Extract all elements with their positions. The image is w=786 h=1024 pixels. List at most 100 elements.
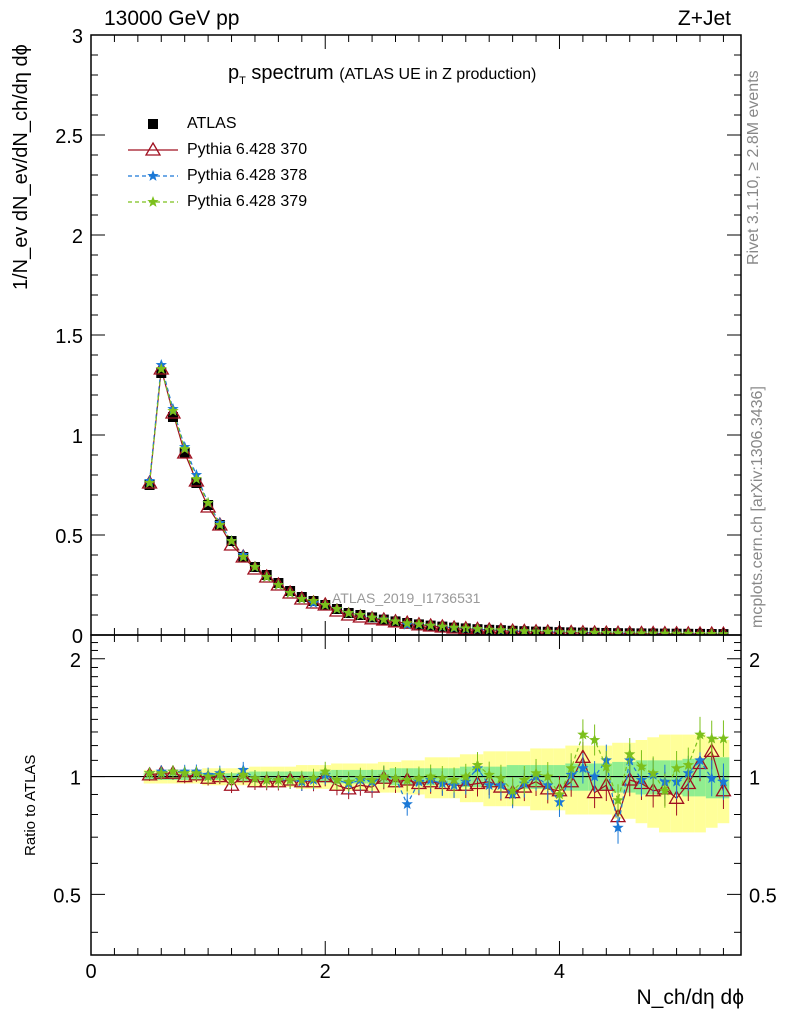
ratio-point-s3 bbox=[448, 774, 460, 785]
main-point-s3 bbox=[448, 621, 460, 633]
ratio-point-s2 bbox=[717, 775, 730, 787]
legend-marker-3 bbox=[147, 196, 159, 207]
main-point-s3 bbox=[249, 561, 261, 572]
ratio-point-s3 bbox=[307, 772, 320, 784]
x-axis-label: N_ch/dη dϕ bbox=[636, 986, 745, 1009]
main-point-s1 bbox=[363, 610, 381, 625]
ratio-point-s3 bbox=[471, 759, 484, 770]
ratio-plot-series bbox=[141, 716, 732, 844]
ratio-point-s1 bbox=[645, 782, 662, 797]
ratio-point-s3 bbox=[202, 770, 214, 782]
main-point-s3 bbox=[436, 620, 449, 632]
ratio-point-s3 bbox=[612, 794, 624, 806]
ratio-point-s3 bbox=[179, 767, 191, 779]
ratio-point-s3 bbox=[542, 770, 554, 782]
ratio-point-s3 bbox=[518, 774, 530, 785]
main-point-s3 bbox=[354, 609, 367, 620]
ratio-point-s3 bbox=[647, 767, 659, 779]
analysis-watermark: ATLAS_2019_I1736531 bbox=[332, 590, 481, 606]
ratio-point-s1 bbox=[668, 790, 685, 804]
ratio-point-s3 bbox=[343, 775, 355, 787]
ratio-point-s3 bbox=[588, 734, 601, 745]
ratio-point-s3 bbox=[553, 788, 566, 800]
ratio-frame bbox=[90, 634, 742, 956]
y-axis-label-ratio: Ratio to ATLAS bbox=[22, 754, 39, 856]
ratio-point-s3 bbox=[600, 760, 612, 772]
ratio-point-s3 bbox=[261, 774, 273, 785]
ratio-point-s3 bbox=[577, 728, 589, 740]
ratio-point-s1 bbox=[598, 776, 615, 791]
legend-entry-370: Pythia 6.428 370 bbox=[125, 137, 307, 163]
ratio-point-s3 bbox=[319, 765, 331, 777]
main-point-s3 bbox=[366, 611, 378, 623]
ratio-point-s3 bbox=[694, 728, 706, 740]
main-point-s1 bbox=[352, 608, 369, 623]
y-axis-label-main: 1/N_ev dN_ev/dN_ch/dη dϕ bbox=[10, 44, 32, 290]
plot-title-rest: spectrum bbox=[245, 62, 334, 84]
ratio-ytick-label-right: 1 bbox=[749, 768, 760, 790]
main-point-s3 bbox=[378, 613, 390, 625]
rivet-info: Rivet 3.1.10, ≥ 2.8M events bbox=[745, 70, 762, 265]
plot-title-main: p bbox=[228, 62, 240, 84]
ratio-point-s3 bbox=[624, 748, 636, 760]
ratio-ytick-label-right: 2 bbox=[749, 650, 760, 672]
ratio-point-s3 bbox=[331, 774, 343, 785]
ratio-point-s3 bbox=[296, 774, 308, 785]
ratio-point-s1 bbox=[223, 776, 240, 791]
main-point-s1 bbox=[223, 536, 240, 551]
main-point-s3 bbox=[565, 626, 577, 635]
legend-marker-atlas bbox=[148, 119, 158, 129]
main-point-s3 bbox=[261, 571, 273, 582]
xtick-label: 2 bbox=[320, 961, 331, 983]
main-point-s3 bbox=[612, 627, 624, 635]
main-point-s3 bbox=[179, 443, 191, 454]
xtick-label: 0 bbox=[85, 961, 96, 983]
legend-marker-1 bbox=[144, 141, 162, 156]
main-ytick-label: 2.5 bbox=[55, 126, 83, 148]
main-point-s1 bbox=[199, 498, 217, 513]
main-point-s3 bbox=[460, 622, 472, 634]
main-point-s3 bbox=[190, 473, 203, 484]
ratio-point-s3 bbox=[413, 772, 425, 784]
main-point-s3 bbox=[518, 625, 530, 635]
legend-keys bbox=[128, 119, 178, 207]
ratio-point-s3 bbox=[378, 770, 390, 782]
mcplots-info: mcplots.cern.ch [arXiv:1306.3436] bbox=[749, 386, 766, 628]
ratio-point-s3 bbox=[659, 784, 671, 796]
ratio-ytick-label: 2 bbox=[70, 650, 81, 672]
main-point-s1 bbox=[188, 472, 205, 487]
plot-title-sub: T bbox=[239, 75, 246, 87]
band-inner-bin bbox=[612, 761, 624, 793]
ratio-point-s2 bbox=[694, 754, 706, 766]
ratio-point-s3 bbox=[214, 768, 226, 780]
ratio-ytick-label: 1 bbox=[70, 768, 81, 790]
main-point-s3 bbox=[331, 603, 343, 614]
legend-entry-379: Pythia 6.428 379 bbox=[125, 189, 307, 215]
main-point-s0 bbox=[191, 478, 202, 488]
ratio-point-s1 bbox=[141, 766, 158, 781]
ratio-point-s1 bbox=[469, 775, 486, 790]
main-ytick-label: 1 bbox=[72, 426, 83, 448]
ratio-point-s2 bbox=[612, 821, 624, 833]
main-ytick-label: 0 bbox=[72, 626, 83, 648]
ratio-point-s3 bbox=[284, 774, 296, 785]
main-ytick-label: 3 bbox=[72, 26, 83, 48]
plot-title: pT spectrum (ATLAS UE in Z production) bbox=[228, 62, 536, 87]
main-point-s1 bbox=[246, 560, 264, 575]
main-ytick-label: 1.5 bbox=[55, 326, 83, 348]
legend-entry-378: Pythia 6.428 378 bbox=[125, 163, 307, 189]
ratio-point-s1 bbox=[586, 784, 603, 799]
ratio-point-s3 bbox=[237, 768, 249, 780]
ratio-point-s1 bbox=[164, 764, 182, 779]
main-point-s3 bbox=[284, 587, 296, 598]
ratio-point-s3 bbox=[354, 772, 367, 784]
main-point-s3 bbox=[542, 625, 554, 635]
main-point-s3 bbox=[682, 627, 694, 635]
ratio-point-s3 bbox=[635, 760, 648, 772]
ratio-point-s3 bbox=[460, 770, 472, 782]
ratio-point-s3 bbox=[530, 767, 542, 779]
main-point-s3 bbox=[225, 535, 238, 546]
ratio-point-s1 bbox=[176, 768, 193, 783]
axis-ticks: 00.511.522.530 2 40.5 0.51 12 2 bbox=[53, 26, 777, 983]
legend-label-370: Pythia 6.428 370 bbox=[187, 141, 308, 158]
